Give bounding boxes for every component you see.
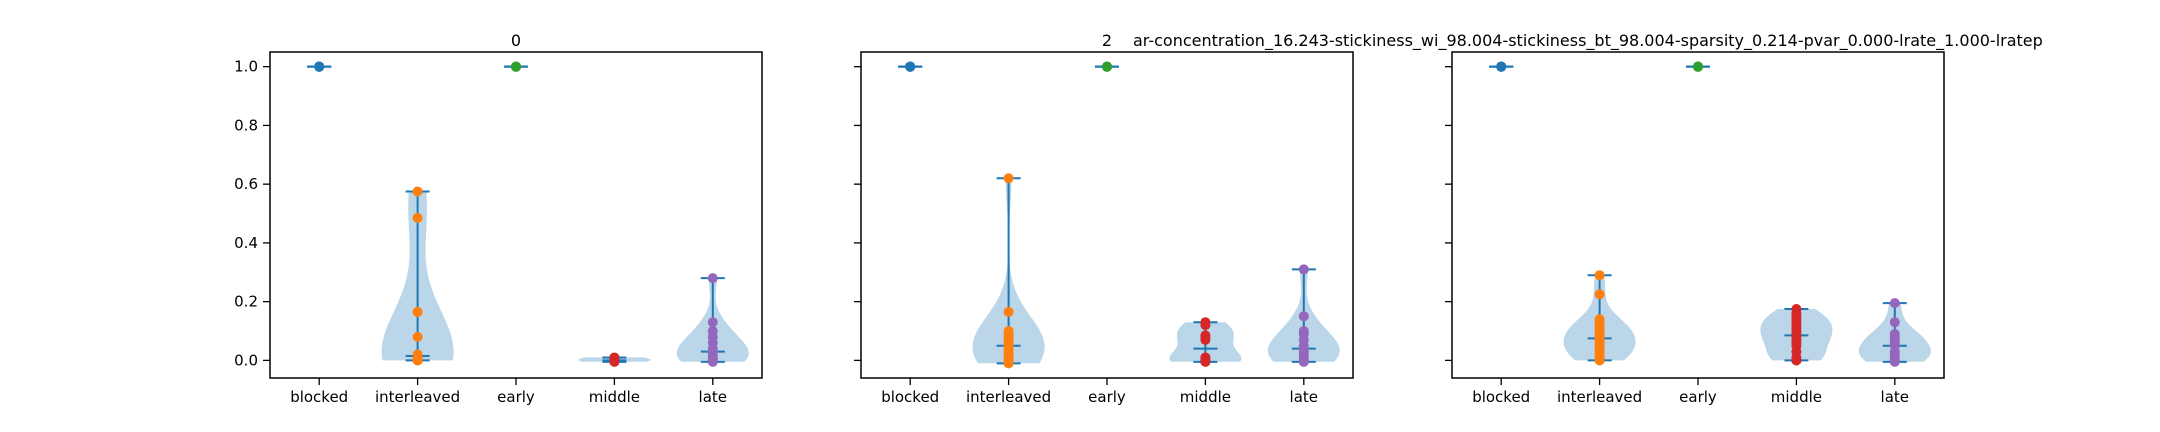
data-point: [412, 212, 423, 223]
figure-title: ar-concentration_16.243-stickiness_wi_98…: [1133, 31, 2043, 51]
x-tick-label-middle: middle: [589, 388, 640, 406]
data-point: [609, 352, 620, 363]
x-tick-label-early: early: [1088, 388, 1126, 406]
data-point: [1889, 298, 1900, 309]
violin-interleaved: [381, 186, 454, 366]
data-point: [1200, 352, 1211, 363]
data-point: [1298, 326, 1309, 337]
data-point: [1791, 303, 1802, 314]
data-point: [707, 326, 718, 337]
violin-late: [1267, 264, 1340, 367]
violin-blocked: [1489, 61, 1514, 72]
data-point: [1889, 328, 1900, 339]
x-tick-label-blocked: blocked: [1472, 388, 1530, 406]
data-point: [1594, 270, 1605, 281]
violin-early: [504, 61, 528, 72]
axes-frame: [1451, 51, 1945, 379]
data-point: [1298, 311, 1309, 322]
panel-title: 0: [511, 31, 521, 50]
data-point: [1693, 61, 1703, 72]
panel-title: 2: [1102, 31, 1112, 50]
x-tick-label-blocked: blocked: [881, 388, 939, 406]
x-tick-label-interleaved: interleaved: [1557, 388, 1642, 406]
x-tick-label-early: early: [1679, 388, 1717, 406]
violin-early: [1686, 61, 1710, 72]
violin-early: [1095, 61, 1119, 72]
panel-2: blocked interleaved early middle late: [1445, 51, 1945, 406]
violin-middle: [578, 352, 651, 367]
data-point: [1496, 61, 1507, 72]
data-point: [707, 273, 718, 284]
x-tick-label-blocked: blocked: [290, 388, 348, 406]
axes-frame: [860, 51, 1354, 379]
y-tick-label: 0.8: [234, 116, 258, 134]
data-point: [707, 317, 718, 328]
x-tick-label-middle: middle: [1180, 388, 1231, 406]
violin-blocked: [898, 61, 923, 72]
data-point: [1594, 314, 1605, 325]
data-point: [412, 306, 423, 317]
y-tick-label: 0.4: [234, 234, 258, 252]
violin-interleaved: [972, 173, 1045, 369]
violin-late: [676, 273, 749, 367]
data-point: [511, 61, 521, 72]
violin-middle: [1760, 303, 1833, 366]
violin-blocked: [307, 61, 332, 72]
data-point: [1594, 289, 1605, 300]
data-point: [1889, 317, 1900, 328]
violin-late: [1858, 298, 1931, 367]
axes-frame: [269, 51, 763, 379]
x-tick-label-late: late: [699, 388, 727, 406]
data-point: [1200, 330, 1211, 341]
y-tick-label: 0.2: [234, 293, 258, 311]
y-tick-label: 1.0: [234, 58, 258, 76]
data-point: [905, 61, 916, 72]
x-tick-label-late: late: [1290, 388, 1318, 406]
panel-1: 2 blocked interleaved early middle late: [854, 31, 1354, 406]
x-tick-label-early: early: [497, 388, 535, 406]
data-point: [412, 331, 423, 342]
panel-0: 0 0.0 0.2 0.4 0.6 0.8 1.0 blocked interleaved ear…: [234, 31, 763, 406]
data-point: [1003, 306, 1014, 317]
x-tick-label-interleaved: interleaved: [966, 388, 1051, 406]
x-tick-label-late: late: [1881, 388, 1909, 406]
data-point: [412, 349, 423, 360]
data-point: [1200, 317, 1211, 328]
data-point: [1298, 264, 1309, 275]
y-tick-label: 0.0: [234, 351, 258, 369]
data-point: [1102, 61, 1112, 72]
violin-middle: [1169, 317, 1242, 367]
data-point: [1003, 326, 1014, 337]
x-tick-label-middle: middle: [1771, 388, 1822, 406]
data-point: [1003, 173, 1014, 184]
violin-interleaved: [1563, 270, 1636, 366]
y-tick-label: 0.6: [234, 175, 258, 193]
data-point: [412, 186, 423, 197]
x-tick-label-interleaved: interleaved: [375, 388, 460, 406]
data-point: [314, 61, 325, 72]
